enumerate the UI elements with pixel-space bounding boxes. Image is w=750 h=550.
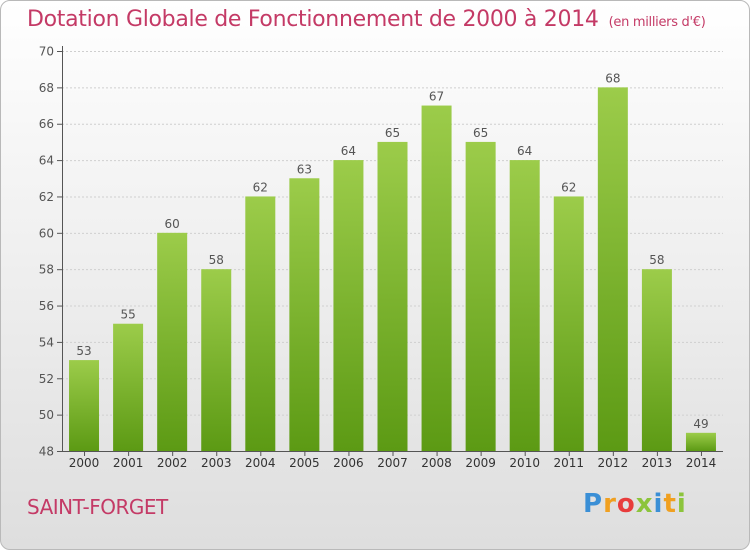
x-tick-label: 2008 bbox=[421, 456, 452, 470]
y-tick-label: 70 bbox=[39, 45, 54, 59]
bar bbox=[641, 269, 672, 451]
bar bbox=[201, 269, 232, 451]
y-tick-label: 56 bbox=[39, 299, 54, 313]
y-tick-label: 52 bbox=[39, 372, 54, 386]
bar bbox=[157, 232, 188, 451]
data-label: 65 bbox=[473, 126, 488, 140]
x-tick-label: 2010 bbox=[509, 456, 540, 470]
data-label: 68 bbox=[605, 71, 620, 85]
y-tick-label: 54 bbox=[39, 335, 54, 349]
data-label: 67 bbox=[429, 90, 444, 104]
data-label: 62 bbox=[253, 180, 268, 194]
x-tick-label: 2005 bbox=[289, 456, 320, 470]
x-tick-label: 2006 bbox=[333, 456, 364, 470]
y-tick-label: 60 bbox=[39, 226, 54, 240]
bar bbox=[421, 105, 452, 451]
unit-label: (en milliers d'€) bbox=[608, 15, 706, 30]
x-tick-label: 2002 bbox=[157, 456, 188, 470]
y-tick-label: 68 bbox=[39, 81, 54, 95]
bar bbox=[245, 196, 276, 451]
data-label: 53 bbox=[76, 344, 91, 358]
x-tick-label: 2013 bbox=[642, 456, 673, 470]
bar bbox=[509, 160, 540, 451]
x-tick-label: 2014 bbox=[686, 456, 717, 470]
data-label: 65 bbox=[385, 126, 400, 140]
x-tick-label: 2012 bbox=[598, 456, 629, 470]
y-tick-label: 66 bbox=[39, 117, 54, 131]
chart-title: Dotation Globale de Fonctionnement de 20… bbox=[27, 7, 706, 32]
bar bbox=[69, 360, 100, 451]
x-tick-label: 2009 bbox=[465, 456, 496, 470]
data-label: 64 bbox=[341, 144, 356, 158]
bars bbox=[69, 87, 716, 452]
logo-letter: P bbox=[583, 489, 604, 519]
commune-name: SAINT-FORGET bbox=[27, 495, 168, 519]
x-tick-label: 2004 bbox=[245, 456, 276, 470]
bar bbox=[685, 432, 716, 451]
data-label: 63 bbox=[297, 162, 312, 176]
bar bbox=[465, 141, 496, 451]
axes: 48 50 52 54 56 58 60 62 64 66 68 70 2000 2001 2002 2003… bbox=[39, 45, 723, 470]
x-tick-label: 2003 bbox=[201, 456, 232, 470]
logo-letter: i bbox=[653, 489, 664, 519]
data-label: 60 bbox=[165, 217, 180, 231]
y-tick-label: 50 bbox=[39, 408, 54, 422]
bar bbox=[113, 323, 144, 451]
y-tick-label: 58 bbox=[39, 263, 54, 277]
y-tick-label: 48 bbox=[39, 445, 54, 459]
x-tick-label: 2007 bbox=[377, 456, 408, 470]
logo-letter: o bbox=[616, 489, 636, 519]
title-text: Dotation Globale de Fonctionnement de 20… bbox=[27, 7, 599, 32]
bar bbox=[553, 196, 584, 451]
data-label: 58 bbox=[649, 253, 664, 267]
bar bbox=[289, 178, 320, 452]
x-tick-label: 2001 bbox=[113, 456, 144, 470]
bar bbox=[333, 160, 364, 451]
data-label: 62 bbox=[561, 180, 576, 194]
logo-letter: r bbox=[603, 489, 617, 519]
y-tick-label: 62 bbox=[39, 190, 54, 204]
proxiti-logo: Proxiti bbox=[583, 489, 687, 519]
bar bbox=[597, 87, 628, 451]
data-label: 49 bbox=[693, 417, 708, 431]
bar bbox=[377, 141, 408, 451]
logo-letter: i bbox=[676, 489, 687, 519]
data-label: 58 bbox=[209, 253, 224, 267]
x-tick-label: 2000 bbox=[69, 456, 100, 470]
logo-letter: t bbox=[663, 489, 677, 519]
x-tick-label: 2011 bbox=[553, 456, 584, 470]
y-tick-label: 64 bbox=[39, 154, 54, 168]
data-label: 55 bbox=[120, 308, 135, 322]
logo-letter: x bbox=[635, 489, 654, 519]
data-labels: 53 55 60 58 62 63 64 65 67 65 64 62 68 58 49 bbox=[76, 71, 708, 430]
data-label: 64 bbox=[517, 144, 532, 158]
